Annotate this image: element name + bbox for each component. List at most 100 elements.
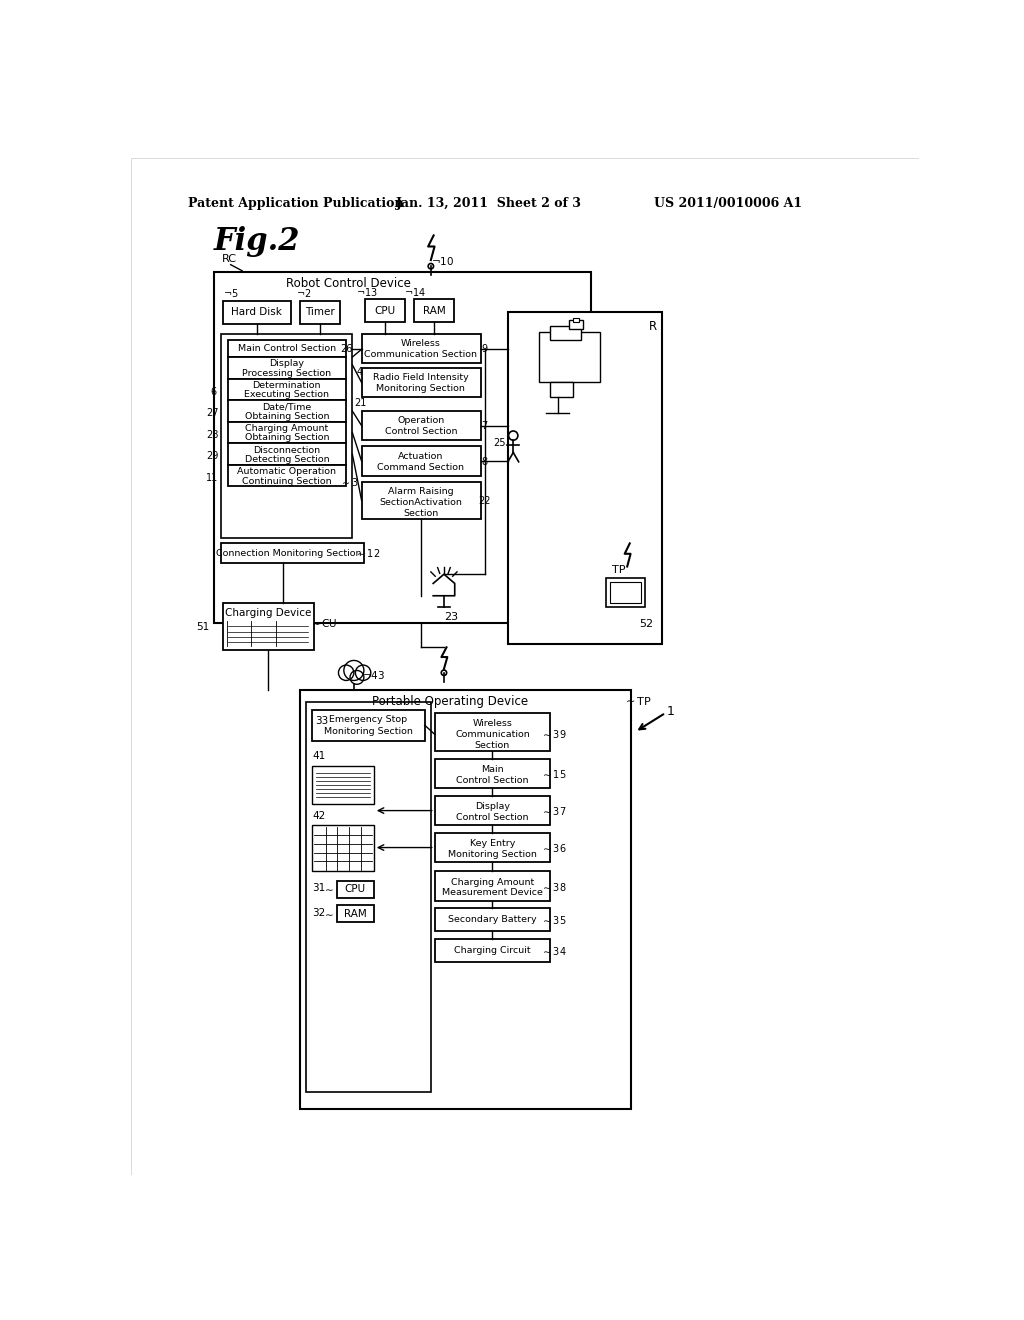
Text: Charging Amount: Charging Amount bbox=[451, 878, 535, 887]
Text: $\neg$5: $\neg$5 bbox=[223, 288, 239, 300]
Bar bbox=[435, 796, 550, 825]
Bar bbox=[361, 482, 481, 519]
Text: $\sim$TP: $\sim$TP bbox=[623, 696, 651, 708]
Bar bbox=[312, 710, 425, 741]
Text: Obtaining Section: Obtaining Section bbox=[245, 412, 329, 421]
Text: 26: 26 bbox=[340, 345, 352, 354]
Text: 9: 9 bbox=[481, 345, 487, 354]
Polygon shape bbox=[433, 574, 455, 595]
Text: 25: 25 bbox=[494, 438, 506, 449]
Bar bbox=[312, 766, 374, 804]
Text: $\neg$43: $\neg$43 bbox=[361, 669, 385, 681]
Bar bbox=[306, 702, 431, 1092]
Bar bbox=[227, 379, 346, 400]
Text: Section: Section bbox=[475, 741, 510, 750]
Text: $\neg$2: $\neg$2 bbox=[296, 288, 311, 300]
Text: Detecting Section: Detecting Section bbox=[245, 455, 329, 463]
Text: $\sim$35: $\sim$35 bbox=[542, 913, 567, 925]
Text: Date/Time: Date/Time bbox=[262, 403, 311, 412]
Text: $\sim$37: $\sim$37 bbox=[542, 805, 567, 817]
Text: Main: Main bbox=[481, 766, 504, 775]
Text: Control Section: Control Section bbox=[457, 776, 528, 785]
Text: 52: 52 bbox=[639, 619, 653, 630]
Text: 1: 1 bbox=[668, 705, 675, 718]
Text: Monitoring Section: Monitoring Section bbox=[377, 384, 465, 393]
Bar bbox=[550, 381, 573, 397]
Text: 23: 23 bbox=[444, 611, 459, 622]
Bar bbox=[610, 582, 641, 603]
Text: RAM: RAM bbox=[423, 306, 445, 315]
Text: Display: Display bbox=[475, 803, 510, 812]
Text: R: R bbox=[648, 319, 656, 333]
Bar bbox=[550, 326, 581, 341]
Text: Communication: Communication bbox=[455, 730, 529, 739]
Text: Section: Section bbox=[403, 510, 438, 517]
Bar bbox=[227, 400, 346, 422]
Bar bbox=[508, 313, 662, 644]
Text: Patent Application Publication: Patent Application Publication bbox=[188, 197, 403, 210]
Bar bbox=[573, 318, 580, 322]
Bar bbox=[435, 871, 550, 900]
Text: Display: Display bbox=[269, 359, 304, 368]
Text: Charging Circuit: Charging Circuit bbox=[455, 946, 530, 956]
Text: Operation: Operation bbox=[397, 417, 444, 425]
Text: $\sim$CU: $\sim$CU bbox=[309, 616, 337, 628]
Text: Charging Amount: Charging Amount bbox=[245, 424, 329, 433]
Bar bbox=[227, 422, 346, 444]
Text: Processing Section: Processing Section bbox=[243, 368, 332, 378]
Text: 27: 27 bbox=[206, 408, 218, 418]
Text: 11: 11 bbox=[206, 473, 218, 483]
Bar bbox=[214, 272, 591, 623]
Text: 8: 8 bbox=[481, 457, 487, 467]
Bar bbox=[227, 341, 346, 358]
Text: 31: 31 bbox=[312, 883, 326, 894]
Text: 4: 4 bbox=[357, 367, 364, 378]
Bar bbox=[414, 300, 454, 322]
Bar bbox=[435, 908, 550, 932]
Bar bbox=[337, 906, 374, 923]
Text: Executing Section: Executing Section bbox=[245, 391, 330, 399]
Text: Hard Disk: Hard Disk bbox=[231, 308, 283, 317]
Text: Command Section: Command Section bbox=[378, 463, 464, 471]
Text: Key Entry: Key Entry bbox=[470, 840, 515, 849]
Text: Timer: Timer bbox=[305, 308, 335, 317]
Bar bbox=[361, 334, 481, 363]
Bar bbox=[435, 713, 550, 751]
Text: Control Section: Control Section bbox=[457, 813, 528, 822]
Text: Fig.2: Fig.2 bbox=[214, 226, 300, 257]
Text: Portable Operating Device: Portable Operating Device bbox=[372, 694, 528, 708]
Text: 22: 22 bbox=[478, 496, 492, 506]
Text: 7: 7 bbox=[481, 421, 487, 432]
Text: Obtaining Section: Obtaining Section bbox=[245, 433, 329, 442]
Text: TP: TP bbox=[611, 565, 626, 576]
Bar bbox=[337, 880, 374, 898]
Bar bbox=[223, 301, 291, 323]
Text: $\sim$: $\sim$ bbox=[322, 883, 334, 894]
Bar bbox=[312, 825, 374, 871]
Text: Monitoring Section: Monitoring Section bbox=[449, 850, 537, 859]
Text: 32: 32 bbox=[312, 908, 326, 917]
Text: Determination: Determination bbox=[253, 381, 322, 389]
Text: RAM: RAM bbox=[344, 908, 367, 919]
Bar bbox=[300, 689, 631, 1109]
Text: RC: RC bbox=[221, 253, 237, 264]
Text: Disconnection: Disconnection bbox=[253, 446, 321, 454]
Text: Emergency Stop: Emergency Stop bbox=[330, 715, 408, 725]
Text: Main Control Section: Main Control Section bbox=[238, 345, 336, 352]
Text: Jan. 13, 2011  Sheet 2 of 3: Jan. 13, 2011 Sheet 2 of 3 bbox=[396, 197, 582, 210]
Text: CPU: CPU bbox=[345, 884, 366, 894]
Text: Control Section: Control Section bbox=[385, 428, 457, 436]
Bar bbox=[539, 331, 600, 381]
Text: 29: 29 bbox=[206, 451, 218, 462]
Text: $\sim$3: $\sim$3 bbox=[340, 475, 359, 488]
Bar bbox=[435, 759, 550, 788]
Text: 42: 42 bbox=[312, 810, 326, 821]
Text: 51: 51 bbox=[196, 622, 209, 631]
Text: Wireless: Wireless bbox=[401, 339, 440, 348]
Bar bbox=[435, 833, 550, 862]
Text: Alarm Raising: Alarm Raising bbox=[388, 487, 454, 496]
Text: Radio Field Intensity: Radio Field Intensity bbox=[373, 374, 469, 383]
Bar bbox=[361, 411, 481, 441]
Text: Automatic Operation: Automatic Operation bbox=[238, 467, 336, 477]
Text: Charging Device: Charging Device bbox=[225, 609, 311, 619]
